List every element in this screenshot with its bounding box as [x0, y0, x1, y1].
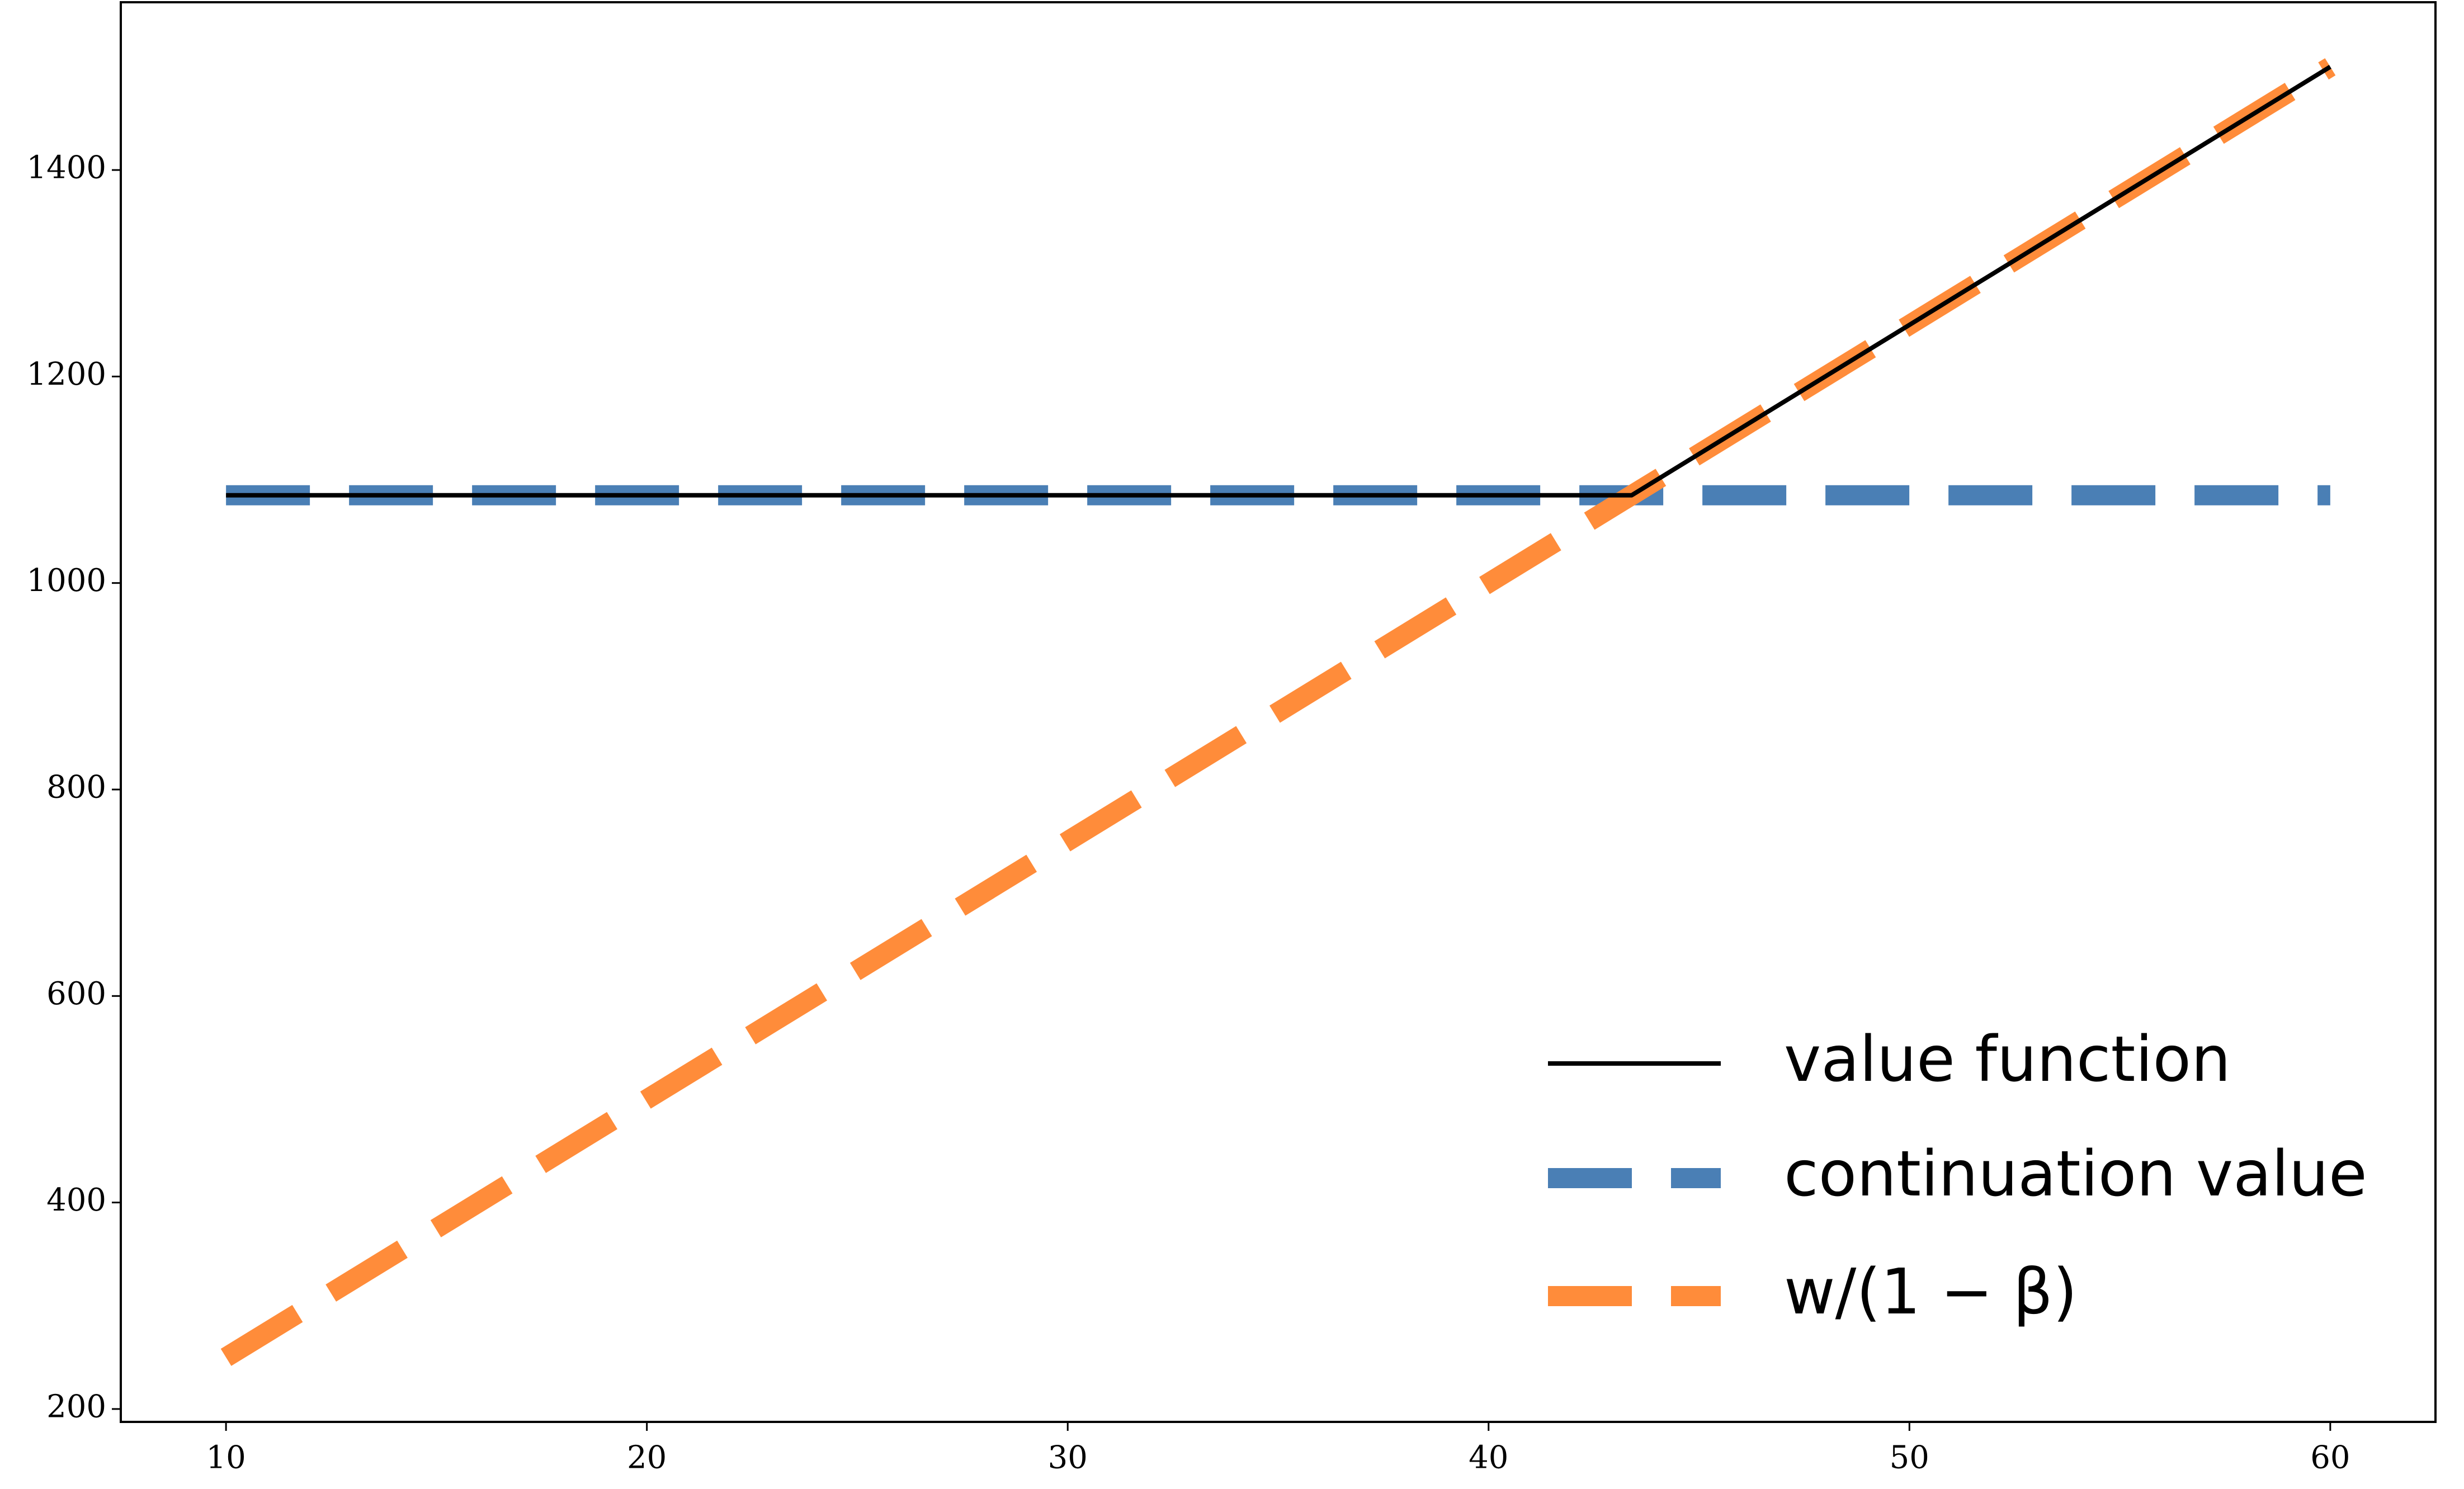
y-tick-label: 200	[46, 1388, 106, 1425]
x-tick-label: 30	[1048, 1440, 1088, 1476]
y-tick-label: 1200	[26, 356, 106, 393]
x-tick-label: 10	[206, 1440, 246, 1476]
legend-label: value function	[1784, 1023, 2231, 1096]
y-tick-label: 600	[46, 976, 106, 1012]
legend-label: continuation value	[1784, 1138, 2367, 1211]
x-tick-label: 40	[1469, 1440, 1508, 1476]
y-tick-label: 800	[46, 769, 106, 805]
x-tick-label: 60	[2310, 1440, 2350, 1476]
series-line	[226, 64, 2331, 498]
legend: value function continuation value w/(1 − β…	[1548, 1023, 2367, 1329]
x-tick-label: 20	[627, 1440, 667, 1476]
y-tick-label: 400	[46, 1182, 106, 1218]
y-tick-label: 1400	[26, 150, 106, 186]
legend-label: w/(1 − β)	[1784, 1256, 2078, 1329]
plot-frame	[120, 1, 2437, 1423]
x-tick-label: 50	[1890, 1440, 1929, 1476]
y-tick-label: 1000	[26, 562, 106, 599]
